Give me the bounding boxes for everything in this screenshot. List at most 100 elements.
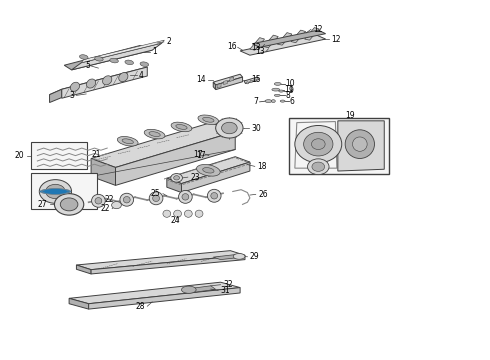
Polygon shape [216, 77, 243, 90]
Ellipse shape [254, 79, 257, 81]
Polygon shape [181, 162, 250, 193]
Polygon shape [91, 158, 116, 185]
Ellipse shape [125, 60, 133, 65]
Ellipse shape [110, 58, 118, 63]
Ellipse shape [149, 192, 163, 205]
Text: 24: 24 [171, 216, 180, 225]
Polygon shape [167, 178, 181, 193]
Polygon shape [305, 28, 319, 40]
Bar [289, 118, 389, 174]
Text: 22: 22 [105, 194, 114, 203]
Polygon shape [81, 40, 164, 63]
Ellipse shape [182, 194, 189, 200]
Text: 6: 6 [290, 97, 295, 106]
Ellipse shape [117, 136, 138, 146]
Ellipse shape [144, 129, 165, 139]
Polygon shape [264, 35, 278, 48]
Ellipse shape [178, 190, 192, 203]
Polygon shape [240, 35, 326, 55]
Ellipse shape [140, 62, 148, 67]
Polygon shape [91, 123, 235, 167]
Ellipse shape [246, 82, 249, 84]
Polygon shape [62, 67, 147, 98]
Ellipse shape [196, 165, 220, 176]
Polygon shape [91, 255, 245, 274]
Text: 22: 22 [100, 204, 110, 213]
Polygon shape [69, 282, 240, 304]
Ellipse shape [122, 139, 133, 144]
Ellipse shape [203, 168, 214, 173]
Text: 9: 9 [289, 86, 294, 95]
Text: 5: 5 [86, 61, 91, 70]
Text: 14: 14 [196, 76, 205, 85]
Ellipse shape [308, 159, 329, 175]
Ellipse shape [86, 79, 96, 88]
Text: 23: 23 [190, 173, 200, 182]
Text: 7: 7 [254, 97, 259, 106]
Ellipse shape [149, 132, 160, 136]
Text: 10: 10 [286, 80, 295, 89]
Polygon shape [116, 132, 235, 185]
Ellipse shape [271, 100, 275, 103]
Ellipse shape [79, 55, 88, 59]
Ellipse shape [102, 76, 112, 85]
Ellipse shape [41, 189, 70, 194]
Text: 29: 29 [250, 252, 260, 261]
Text: 3: 3 [69, 91, 74, 100]
Text: 19: 19 [345, 111, 355, 120]
Polygon shape [338, 121, 384, 171]
Polygon shape [167, 157, 250, 184]
Ellipse shape [274, 82, 281, 85]
Polygon shape [64, 45, 152, 70]
Text: 12: 12 [331, 35, 341, 44]
Text: 25: 25 [151, 189, 160, 198]
Polygon shape [213, 74, 243, 85]
Text: 13: 13 [251, 43, 261, 52]
Text: 28: 28 [135, 302, 145, 311]
Polygon shape [213, 82, 216, 90]
Text: 17: 17 [196, 151, 206, 160]
Text: 17: 17 [193, 150, 202, 159]
Text: 1: 1 [152, 47, 157, 56]
Text: 4: 4 [139, 71, 144, 80]
Ellipse shape [195, 210, 203, 217]
Polygon shape [230, 77, 234, 81]
Text: 32: 32 [223, 280, 233, 289]
Text: 20: 20 [15, 152, 24, 161]
Ellipse shape [221, 122, 237, 134]
Ellipse shape [95, 57, 103, 61]
Ellipse shape [207, 189, 221, 202]
Ellipse shape [70, 205, 80, 212]
Polygon shape [250, 38, 265, 50]
Text: 31: 31 [220, 286, 230, 295]
Ellipse shape [272, 88, 280, 91]
Ellipse shape [119, 72, 128, 82]
Ellipse shape [312, 139, 325, 149]
Ellipse shape [43, 189, 68, 194]
Polygon shape [184, 286, 216, 293]
Ellipse shape [181, 286, 196, 293]
Text: 2: 2 [166, 37, 171, 46]
Text: 16: 16 [227, 42, 237, 51]
Polygon shape [76, 265, 91, 274]
Ellipse shape [265, 100, 272, 103]
Ellipse shape [46, 184, 65, 199]
Ellipse shape [171, 122, 192, 132]
Ellipse shape [71, 82, 79, 91]
Text: 13: 13 [255, 48, 265, 57]
Ellipse shape [163, 210, 171, 217]
Ellipse shape [54, 194, 84, 215]
Ellipse shape [112, 202, 122, 209]
Ellipse shape [216, 118, 243, 138]
Text: 15: 15 [251, 75, 261, 84]
Polygon shape [49, 89, 62, 103]
Polygon shape [277, 33, 292, 45]
Ellipse shape [40, 189, 71, 194]
Ellipse shape [295, 126, 342, 163]
Ellipse shape [250, 80, 253, 82]
Text: 26: 26 [258, 190, 268, 199]
Ellipse shape [176, 125, 187, 129]
Ellipse shape [120, 193, 134, 206]
Ellipse shape [345, 130, 374, 158]
Ellipse shape [312, 162, 325, 171]
